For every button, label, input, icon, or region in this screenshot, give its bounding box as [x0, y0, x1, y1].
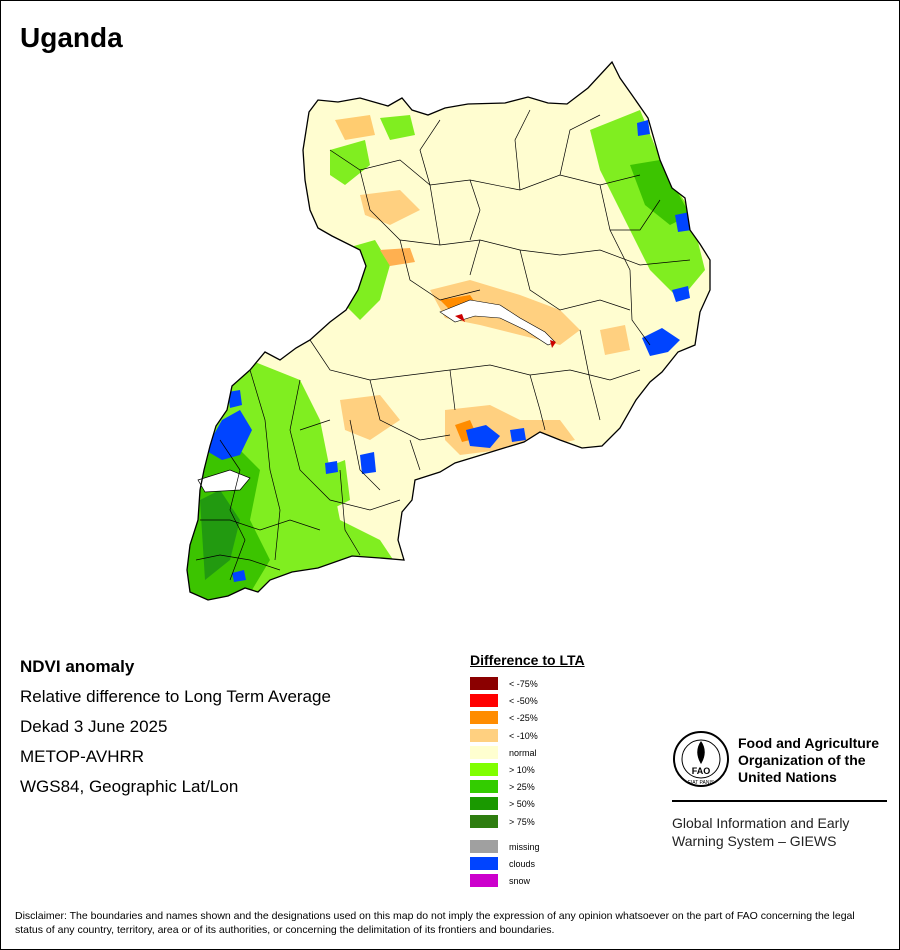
legend-label: > 10%: [509, 765, 535, 775]
product-subtitle: Relative difference to Long Term Average: [20, 687, 331, 706]
legend: Difference to LTA < -75% < -50% < -25% < -1…: [470, 652, 585, 888]
legend-swatch: [470, 745, 498, 759]
legend-label: < -10%: [509, 730, 538, 741]
giews-name: Global Information and Early Warning Sys…: [672, 814, 849, 850]
map-title: Uganda: [20, 22, 123, 53]
legend-label: clouds: [509, 859, 536, 870]
legend-swatch: [470, 814, 498, 828]
legend-swatch: [470, 728, 498, 742]
product-sensor: METOP-AVHRR: [20, 747, 145, 766]
product-period: Dekad 3 June 2025: [20, 717, 168, 736]
country-border: [186, 60, 711, 601]
legend-title: Difference to LTA: [470, 652, 585, 668]
legend-swatch: [470, 711, 498, 725]
fao-name-line2: Organization of the: [738, 752, 866, 768]
fao-logo-motto: FIAT PANIS: [688, 780, 715, 786]
legend-swatch: [470, 857, 498, 871]
legend-swatch: [470, 763, 498, 776]
giews-line1: Global Information and Early: [672, 815, 850, 831]
legend-swatch: [470, 780, 498, 794]
fao-name: Food and Agriculture Organization of the…: [738, 735, 879, 786]
lake-edward: [197, 469, 251, 493]
legend-swatch: [470, 874, 498, 888]
legend-label: missing: [509, 842, 540, 852]
legend-label: < -75%: [509, 679, 538, 689]
giews-line2: Warning System – GIEWS: [672, 833, 837, 849]
district-boundaries: [195, 109, 691, 581]
fao-logo-icon: FAO FIAT PANIS: [673, 731, 729, 787]
product-projection: WGS84, Geographic Lat/Lon: [20, 777, 239, 796]
fao-name-line1: Food and Agriculture: [738, 735, 880, 751]
ndvi-raster: [187, 62, 710, 600]
uganda-ndvi-map: [186, 60, 711, 601]
map-info-block: NDVI anomaly Relative difference to Long…: [20, 657, 331, 807]
legend-swatch: [470, 797, 498, 811]
legend-label: > 75%: [509, 816, 535, 827]
disclaimer: Disclaimer: The boundaries and names sho…: [15, 910, 855, 936]
legend-label: normal: [509, 747, 537, 758]
legend-label: < -50%: [509, 696, 538, 707]
fao-logo-text: FAO: [692, 766, 711, 776]
legend-label: > 50%: [509, 799, 535, 810]
legend-swatch: [470, 677, 498, 690]
legend-label: > 25%: [509, 782, 535, 793]
legend-swatch: [470, 694, 498, 708]
fao-name-line3: United Nations: [738, 769, 837, 785]
legend-label: < -25%: [509, 713, 538, 724]
product-heading: NDVI anomaly: [20, 657, 135, 676]
legend-label: snow: [509, 876, 531, 887]
divider: [672, 800, 887, 802]
legend-swatch: [470, 840, 498, 853]
